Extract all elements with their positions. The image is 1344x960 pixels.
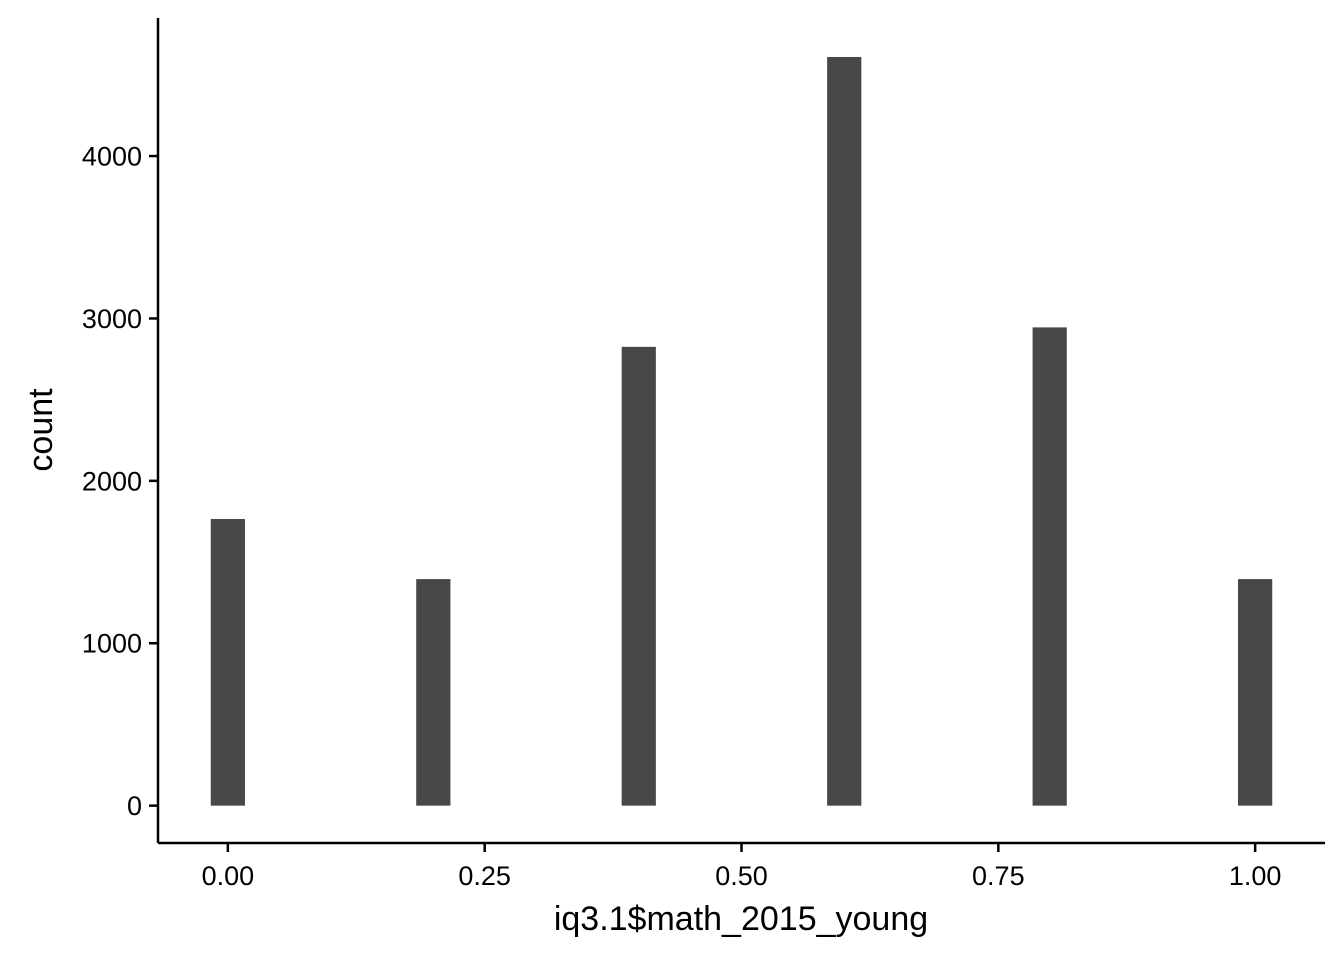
x-tick-label: 0.00 — [202, 861, 255, 891]
histogram-bar — [416, 579, 451, 806]
axes-group — [156, 18, 1325, 845]
y-tick-label: 3000 — [82, 304, 142, 334]
y-axis-title: count — [22, 388, 60, 472]
y-tick-label: 4000 — [82, 142, 142, 172]
y-ticks-group: 0 1000 2000 3000 4000 — [82, 142, 158, 821]
x-axis-title: iq3.1$math_2015_young — [554, 900, 928, 938]
histogram-bar — [1032, 327, 1067, 806]
x-tick-label: 0.75 — [972, 861, 1025, 891]
y-tick-label: 2000 — [82, 466, 142, 496]
y-tick-label: 0 — [127, 791, 142, 821]
histogram-bar — [1238, 579, 1273, 806]
x-tick-label: 0.50 — [715, 861, 768, 891]
histogram-bar — [621, 346, 656, 806]
x-ticks-group: 0.00 0.25 0.50 0.75 1.00 — [202, 843, 1282, 891]
x-tick-label: 1.00 — [1229, 861, 1282, 891]
x-tick-label: 0.25 — [458, 861, 511, 891]
y-tick-label: 1000 — [82, 629, 142, 659]
bars-group — [210, 56, 1273, 806]
histogram-bar — [210, 519, 245, 806]
histogram-bar — [827, 56, 862, 806]
